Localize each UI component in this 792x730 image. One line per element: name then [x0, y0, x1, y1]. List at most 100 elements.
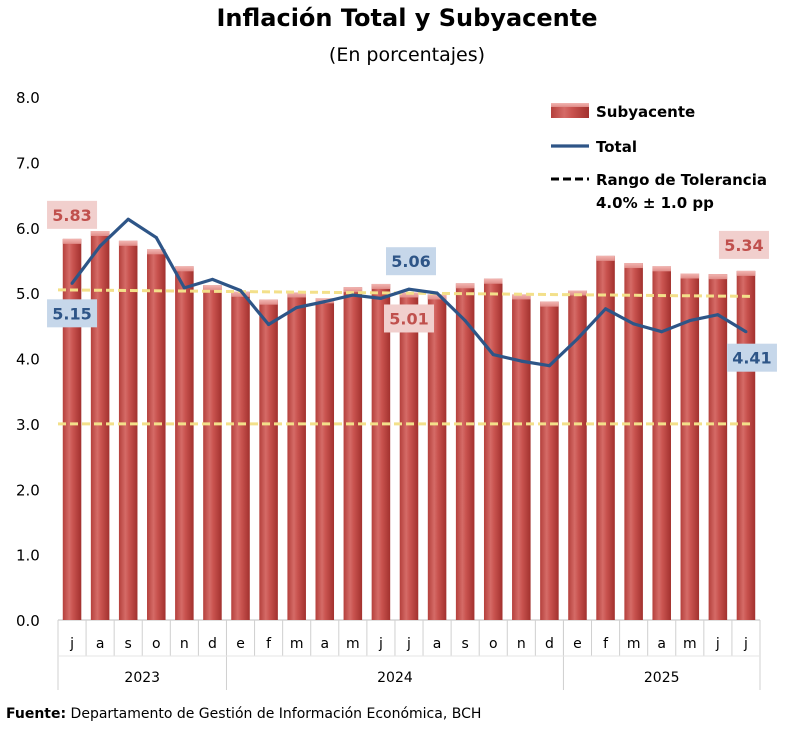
- x-tick-label: a: [433, 636, 442, 652]
- legend-bar-swatch-cap: [551, 103, 589, 107]
- y-tick-label: 5.0: [16, 285, 40, 303]
- callout-label: 5.06: [391, 252, 430, 271]
- bar: [512, 294, 531, 620]
- total-point: [660, 330, 664, 334]
- x-tick-label: f: [266, 636, 272, 652]
- bar: [399, 292, 419, 620]
- x-tick-label: j: [743, 636, 748, 652]
- bar-cap: [680, 273, 700, 279]
- total-point: [407, 287, 411, 291]
- bar: [427, 294, 447, 620]
- bar: [680, 273, 700, 620]
- y-tick-label: 8.0: [16, 89, 40, 107]
- total-point: [547, 364, 551, 368]
- axis-layer: 0.01.02.03.04.05.06.07.08.0j a s o n d e f m a m j j…: [16, 89, 761, 690]
- source-label: Fuente:: [6, 706, 67, 722]
- legend-label: Subyacente: [596, 103, 695, 121]
- bar: [540, 301, 559, 620]
- callout-label: 5.83: [52, 206, 91, 225]
- bar: [596, 255, 615, 620]
- total-point: [323, 300, 327, 304]
- bar-cap: [147, 249, 166, 255]
- callout-label: 5.01: [389, 309, 428, 328]
- x-tick-label: d: [208, 636, 217, 652]
- total-point: [379, 296, 383, 300]
- callout-box: [386, 247, 436, 276]
- chart-svg: 0.01.02.03.04.05.06.07.08.0j a s o n d e f m a m j j…: [16, 89, 777, 690]
- bar-cap: [399, 292, 419, 298]
- bar: [483, 278, 503, 620]
- x-tick-label: j: [69, 636, 74, 652]
- total-point: [351, 293, 355, 297]
- bar-cap: [118, 240, 138, 246]
- y-tick-label: 6.0: [16, 220, 40, 238]
- total-point: [575, 337, 579, 341]
- bar-cap: [287, 292, 306, 298]
- bar-cap: [175, 266, 194, 272]
- bar-cap: [624, 263, 643, 269]
- year-label: 2025: [644, 670, 680, 686]
- y-tick-label: 3.0: [16, 416, 40, 434]
- bar: [175, 266, 194, 620]
- x-tick-label: m: [346, 636, 360, 652]
- total-point: [267, 323, 271, 327]
- x-tick-label: m: [290, 636, 304, 652]
- x-tick-label: d: [545, 636, 554, 652]
- x-tick-label: e: [236, 636, 245, 652]
- total-point: [716, 313, 720, 317]
- bar-cap: [568, 290, 587, 296]
- total-point: [70, 281, 74, 285]
- bar: [118, 240, 138, 620]
- bar-cap: [371, 283, 391, 289]
- y-tick-label: 2.0: [16, 481, 40, 499]
- bar-cap: [652, 266, 671, 272]
- total-point: [98, 244, 102, 248]
- total-point: [604, 307, 608, 311]
- legend-label: Rango de Tolerancia: [596, 171, 767, 189]
- callout-layer: 5.83 5.15 5.06 5.01 5.34 4.41: [47, 200, 777, 372]
- bar-cap: [512, 294, 531, 300]
- source-note: Fuente: Departamento de Gestión de Infor…: [6, 706, 481, 722]
- total-point: [210, 277, 214, 281]
- total-point: [295, 306, 299, 310]
- x-tick-label: a: [657, 636, 666, 652]
- x-tick-label: o: [489, 636, 498, 652]
- bar: [624, 263, 643, 620]
- x-tick-label: a: [96, 636, 105, 652]
- total-point: [744, 330, 748, 334]
- chart-title: Inflación Total y Subyacente: [216, 4, 598, 32]
- total-point: [491, 353, 495, 357]
- bar-cap: [90, 231, 110, 237]
- total-point: [463, 319, 467, 323]
- total-point: [126, 217, 130, 221]
- callout-box: [47, 200, 98, 229]
- bar-cap: [455, 283, 475, 289]
- bar-cap: [540, 301, 559, 307]
- x-tick-label: j: [406, 636, 411, 652]
- bar: [568, 290, 587, 620]
- bar-cap: [231, 291, 250, 297]
- bar: [652, 266, 671, 620]
- year-label: 2023: [124, 670, 160, 686]
- callout-box: [726, 343, 777, 372]
- legend-label: Total: [596, 138, 637, 156]
- callout-box: [718, 230, 769, 259]
- callout-label: 5.34: [724, 236, 763, 255]
- y-tick-label: 7.0: [16, 154, 40, 172]
- bar: [203, 285, 222, 620]
- x-tick-label: a: [320, 636, 329, 652]
- bar-cap: [203, 285, 222, 291]
- x-tick-label: j: [715, 636, 720, 652]
- y-tick-label: 1.0: [16, 547, 40, 565]
- x-tick-label: f: [603, 636, 609, 652]
- x-tick-label: s: [462, 636, 469, 652]
- total-point: [239, 289, 243, 293]
- callout-box: [384, 304, 434, 333]
- x-tick-label: m: [627, 636, 641, 652]
- bar: [371, 283, 391, 620]
- y-tick-label: 0.0: [16, 612, 40, 630]
- x-tick-label: e: [573, 636, 582, 652]
- bar: [90, 231, 110, 621]
- total-point: [182, 286, 186, 290]
- callout-box: [47, 299, 98, 328]
